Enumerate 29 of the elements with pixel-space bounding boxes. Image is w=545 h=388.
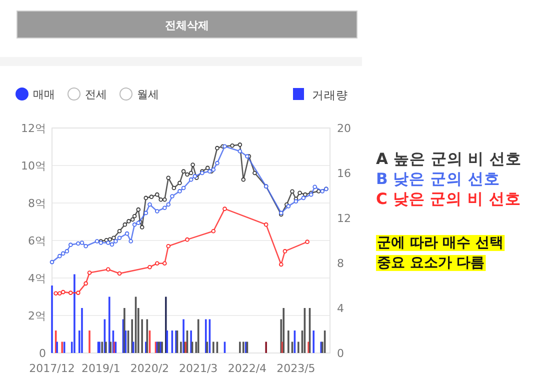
- legend-label: 거래량: [312, 88, 348, 102]
- y2-tick-label: 16: [337, 167, 351, 180]
- x-tick-label: 2019/1: [82, 362, 120, 375]
- text: 전세: [85, 88, 107, 101]
- y2-tick-label: 8: [337, 257, 344, 270]
- text: A 높은 군의 비 선호: [376, 150, 522, 168]
- text: 매매: [33, 88, 55, 101]
- text: 군에 따라 매수 선택: [377, 235, 504, 251]
- y-tick-label: 4억: [28, 272, 46, 285]
- x-tick-label: 2021/3: [178, 362, 218, 375]
- y-tick-label: 12억: [21, 122, 46, 135]
- x-tick-label: 2020/2: [130, 362, 170, 375]
- y-tick-label: 6억: [28, 234, 46, 248]
- text: B 낮은 군의 선호: [376, 170, 500, 188]
- text: 월세: [137, 88, 159, 101]
- y2-tick-label: 20: [337, 122, 351, 135]
- y2-tick-label: 4: [337, 302, 344, 315]
- x-tick-label: 2023/5: [276, 362, 316, 375]
- text: 전체삭제: [165, 19, 209, 32]
- y2-tick-label: 0: [337, 347, 344, 360]
- x-tick-label: 2022/4: [228, 362, 267, 375]
- y-tick-label: 2억: [28, 310, 46, 322]
- text: C 낮은 군의 비 선호: [376, 190, 521, 208]
- y-tick-label: 8억: [28, 197, 46, 210]
- x-tick-label: 2017/12: [29, 362, 75, 375]
- y-tick-label: 10억: [21, 160, 46, 172]
- text: 중요 요소가 다름: [377, 255, 485, 271]
- y2-tick-label: 12: [337, 212, 351, 225]
- y-tick-label: 0: [39, 347, 46, 360]
